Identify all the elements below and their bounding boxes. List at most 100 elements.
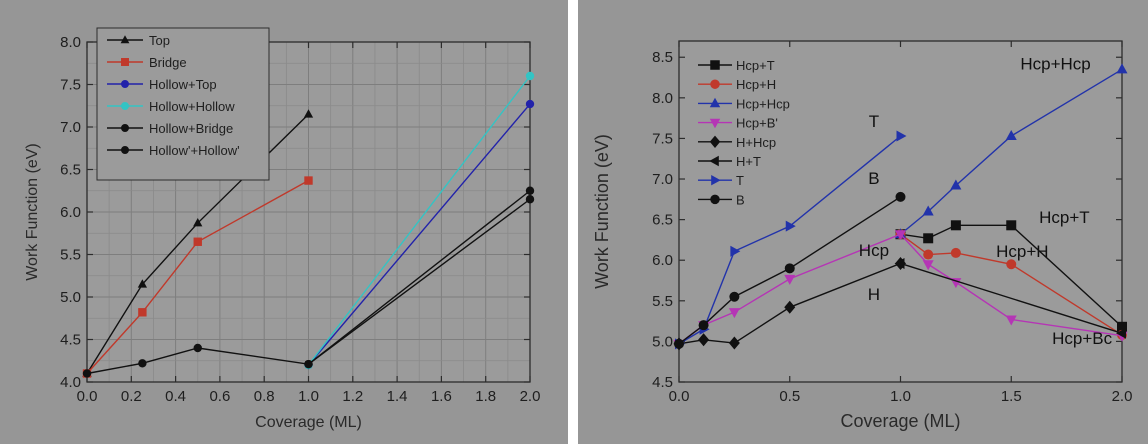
legend-item-hcp-b: Hcp+B' (698, 116, 778, 131)
legend-marker-h-hcp (709, 135, 721, 148)
y-tick-label: 5.5 (652, 293, 673, 310)
data-point-hcp-hcp (1116, 63, 1128, 74)
y-tick-label: 6.5 (60, 162, 81, 179)
x-tick-label: 2.0 (1112, 388, 1133, 405)
x-tick-label: 0.6 (209, 388, 230, 405)
y-tick-label: 6.5 (652, 212, 673, 229)
legend-item-hollow-hollow: Hollow+Hollow (107, 99, 235, 114)
data-point-top (303, 109, 314, 118)
data-point-hcp-b (1005, 315, 1017, 326)
series-line-bridge (86, 179, 309, 374)
legend-item-hcp-h: Hcp+H (698, 77, 776, 92)
legend-item-top: Top (107, 33, 170, 48)
x-tick-label: 0.5 (779, 388, 800, 405)
legend-marker-hcp-t (710, 60, 720, 70)
data-point-hcp-hcp (1005, 129, 1017, 140)
legend-label-h-t: H+T (736, 154, 761, 169)
data-point-h-hcp (728, 336, 740, 350)
series-hcp-hcp (895, 63, 1128, 239)
legend-item-t: T (698, 173, 744, 188)
annotation-hcp-hcp: Hcp+Hcp (1020, 54, 1090, 73)
x-tick-label: 0.0 (77, 388, 98, 405)
data-point-t (896, 130, 907, 142)
legend-label-h-hcp: H+Hcp (736, 135, 776, 150)
legend-item-hollow-hollow: Hollow'+Hollow' (107, 143, 240, 158)
legend-label-hollow-bridge: Hollow+Bridge (149, 121, 233, 136)
annotation-hcp-t: Hcp+T (1039, 208, 1090, 227)
legend-item-bridge: Bridge (107, 55, 187, 70)
data-point-h-t (894, 257, 905, 269)
x-tick-label: 0.8 (254, 388, 275, 405)
data-point-bridge (138, 308, 147, 317)
x-axis-title: Coverage (ML) (255, 414, 362, 431)
y-tick-label: 6.0 (652, 252, 673, 269)
annotation-t: T (869, 112, 879, 131)
data-point-top (137, 279, 147, 288)
data-point-t (730, 245, 741, 257)
left-chart-panel: 0.0 0.2 0.4 0.6 0.8 1.0 1.2 1.4 1.6 1.8 2.0 4.0 4.5 5… (0, 0, 568, 444)
data-point-hollow-top (525, 99, 535, 109)
y-tick-label: 6.0 (60, 204, 81, 221)
legend-item-hollow-bridge: Hollow+Bridge (107, 121, 233, 136)
legend-marker-b (710, 194, 720, 205)
annotation-hcp-bc: Hcp+Bc (1052, 329, 1112, 348)
data-point-hcp-b (784, 274, 796, 285)
legend: Top Bridge Hollow+Top Hollow+Hollow Hollow+B… (96, 27, 270, 181)
y-tick-label: 8.0 (652, 90, 673, 107)
y-tick-label: 7.0 (60, 119, 81, 136)
x-tick-label: 1.8 (475, 388, 496, 405)
data-point-hollow-hollow (525, 71, 535, 81)
data-point-top (193, 218, 203, 227)
annotation-h: H (868, 285, 880, 304)
x-tick-label: 1.0 (890, 388, 911, 405)
legend-marker-t (711, 174, 721, 186)
x-tick-label: 1.0 (298, 388, 319, 405)
data-point-hollow-bridge (525, 195, 535, 204)
annotation-hcp-h: Hcp+H (996, 242, 1048, 261)
legend-marker-hcp-b (709, 118, 721, 129)
data-point-t (785, 220, 796, 232)
y-tick-label: 4.5 (60, 332, 81, 349)
series-line-hollow-hollow (307, 75, 531, 366)
data-point-b (729, 291, 740, 302)
annotation-hcp: Hcp (859, 241, 889, 260)
y-axis-title: Work Function (eV) (24, 143, 41, 281)
data-point-hollow-bridge (82, 369, 92, 378)
data-point-hcp-b (895, 230, 906, 241)
legend-label-t: T (736, 173, 744, 188)
data-point-h-t (1116, 327, 1126, 339)
legend-marker-bridge (121, 58, 129, 66)
legend-marker-hollow-top (121, 80, 129, 88)
series-line-hollow-top (307, 103, 531, 366)
y-tick-label: 5.0 (652, 333, 673, 350)
y-tick-label: 4.5 (652, 374, 673, 391)
data-point-hcp-h (1006, 259, 1017, 270)
data-point-bridge (304, 176, 313, 185)
x-tick-label: 0.2 (121, 388, 142, 405)
legend-label-hollow-top: Hollow+Top (149, 77, 217, 92)
series-line-hollow-hollow (308, 190, 531, 365)
data-point-b (784, 263, 795, 274)
series-line-h-t (900, 262, 1123, 334)
data-point-h-hcp (784, 300, 796, 314)
data-point-hollow-hollow (304, 359, 313, 369)
data-point-hcp-hcp (950, 179, 962, 190)
right-chart: 0.0 0.5 1.0 1.5 2.0 4.5 5.0 5.5 6.0 6.5 7.0 7.5 8.0 8… (592, 40, 1133, 431)
data-point-hcp-t (1006, 220, 1017, 231)
x-tick-label: 1.2 (342, 388, 363, 405)
legend-marker-top (120, 35, 130, 44)
legend-item-b: B (698, 192, 745, 207)
legend-label-hollow-hollow: Hollow+Hollow (149, 99, 235, 114)
y-tick-label: 7.5 (652, 130, 673, 147)
legend-marker-hcp-hcp (709, 97, 721, 108)
legend-marker-hollow-bridge (121, 124, 129, 132)
data-point-bridge (193, 237, 202, 246)
data-point-hcp-b (728, 308, 740, 319)
legend-item-h-hcp: H+Hcp (698, 135, 776, 150)
y-tick-label: 8.5 (652, 49, 673, 66)
legend-label-hcp-t: Hcp+T (736, 58, 775, 73)
legend-label-hcp-hcp: Hcp+Hcp (736, 96, 790, 111)
legend-marker-hollow-hollow (121, 146, 129, 154)
y-axis-title: Work Function (eV) (592, 134, 612, 289)
data-point-h-hcp (698, 333, 710, 347)
